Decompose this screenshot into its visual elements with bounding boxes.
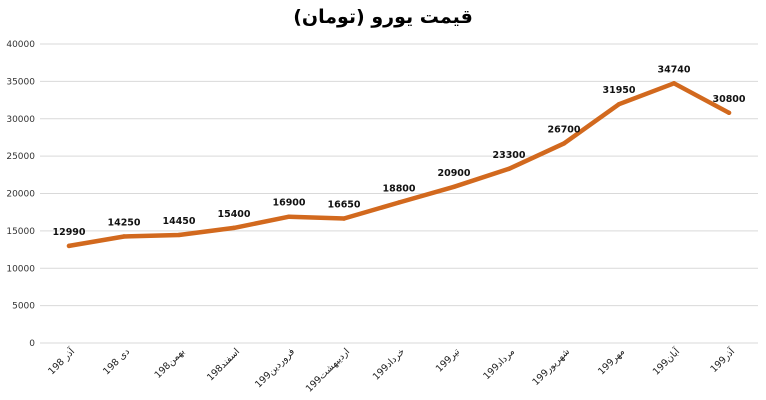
data-point: [66, 243, 72, 249]
x-tick-label: 1بهمن98: [153, 346, 188, 381]
y-tick-label: 20000: [6, 190, 35, 200]
data-point: [341, 216, 347, 221]
x-tick-label: 1فروردین99: [253, 346, 297, 390]
y-tick-label: 25000: [6, 152, 35, 162]
data-label: 30800: [712, 94, 745, 105]
data-point: [616, 101, 622, 107]
data-label: 14450: [162, 216, 195, 227]
data-label: 16900: [272, 198, 305, 209]
data-point: [671, 81, 677, 86]
x-tick-label: 1آبان99: [649, 345, 682, 378]
x-tick-label: 1آذر 98: [45, 345, 78, 378]
y-tick-label: 35000: [6, 77, 35, 87]
x-tick-label: 1تیر99: [434, 346, 462, 374]
y-axis-ticks: 0 5000 10000 15000 20000 25000 30000 35000 40000: [6, 40, 35, 349]
gridlines: [40, 43, 758, 344]
data-point: [451, 184, 457, 189]
data-point: [396, 200, 402, 205]
data-point: [286, 214, 292, 219]
x-tick-label: 1شهریور99: [530, 346, 572, 388]
data-label: 26700: [547, 124, 580, 135]
data-point: [176, 232, 182, 238]
x-tick-label: 1اسفند98: [205, 346, 242, 383]
x-tick-label: 1اردیبهشت99: [304, 346, 352, 394]
series-layer: [66, 81, 732, 249]
x-tick-label: 1مهر99: [596, 346, 627, 377]
data-label: 18800: [382, 183, 415, 194]
data-label: 14250: [107, 217, 140, 228]
data-label: 23300: [492, 150, 525, 161]
chart-title: قیمت یورو (تومان): [293, 6, 473, 28]
x-tick-label: 1دی 98: [101, 346, 132, 377]
data-point: [561, 141, 567, 146]
y-tick-label: 30000: [6, 115, 35, 125]
data-labels: 12990 14250 14450 15400 16900 16650 18800 20900…: [52, 64, 745, 238]
x-tick-label: 1مرداد99: [481, 346, 517, 382]
data-point: [726, 110, 732, 115]
y-tick-label: 40000: [6, 40, 35, 50]
y-tick-label: 5000: [12, 302, 35, 312]
data-label: 31950: [602, 85, 635, 96]
y-tick-label: 10000: [6, 264, 35, 274]
data-label: 20900: [437, 168, 470, 179]
data-label: 12990: [52, 227, 85, 238]
data-point: [231, 225, 237, 231]
data-label: 34740: [657, 64, 690, 75]
x-tick-label: 1خرداد99: [371, 346, 407, 382]
data-label: 15400: [217, 209, 250, 220]
data-point: [506, 166, 512, 172]
y-tick-label: 15000: [6, 227, 35, 237]
x-tick-label: 1آذر99: [707, 345, 737, 375]
data-point: [121, 234, 127, 239]
data-label: 16650: [327, 200, 360, 211]
y-tick-label: 0: [29, 339, 35, 349]
x-axis-ticks: 1آذر 98 1دی 98 1بهمن98 1اسفند98 1فروردین991ا…: [45, 345, 738, 395]
